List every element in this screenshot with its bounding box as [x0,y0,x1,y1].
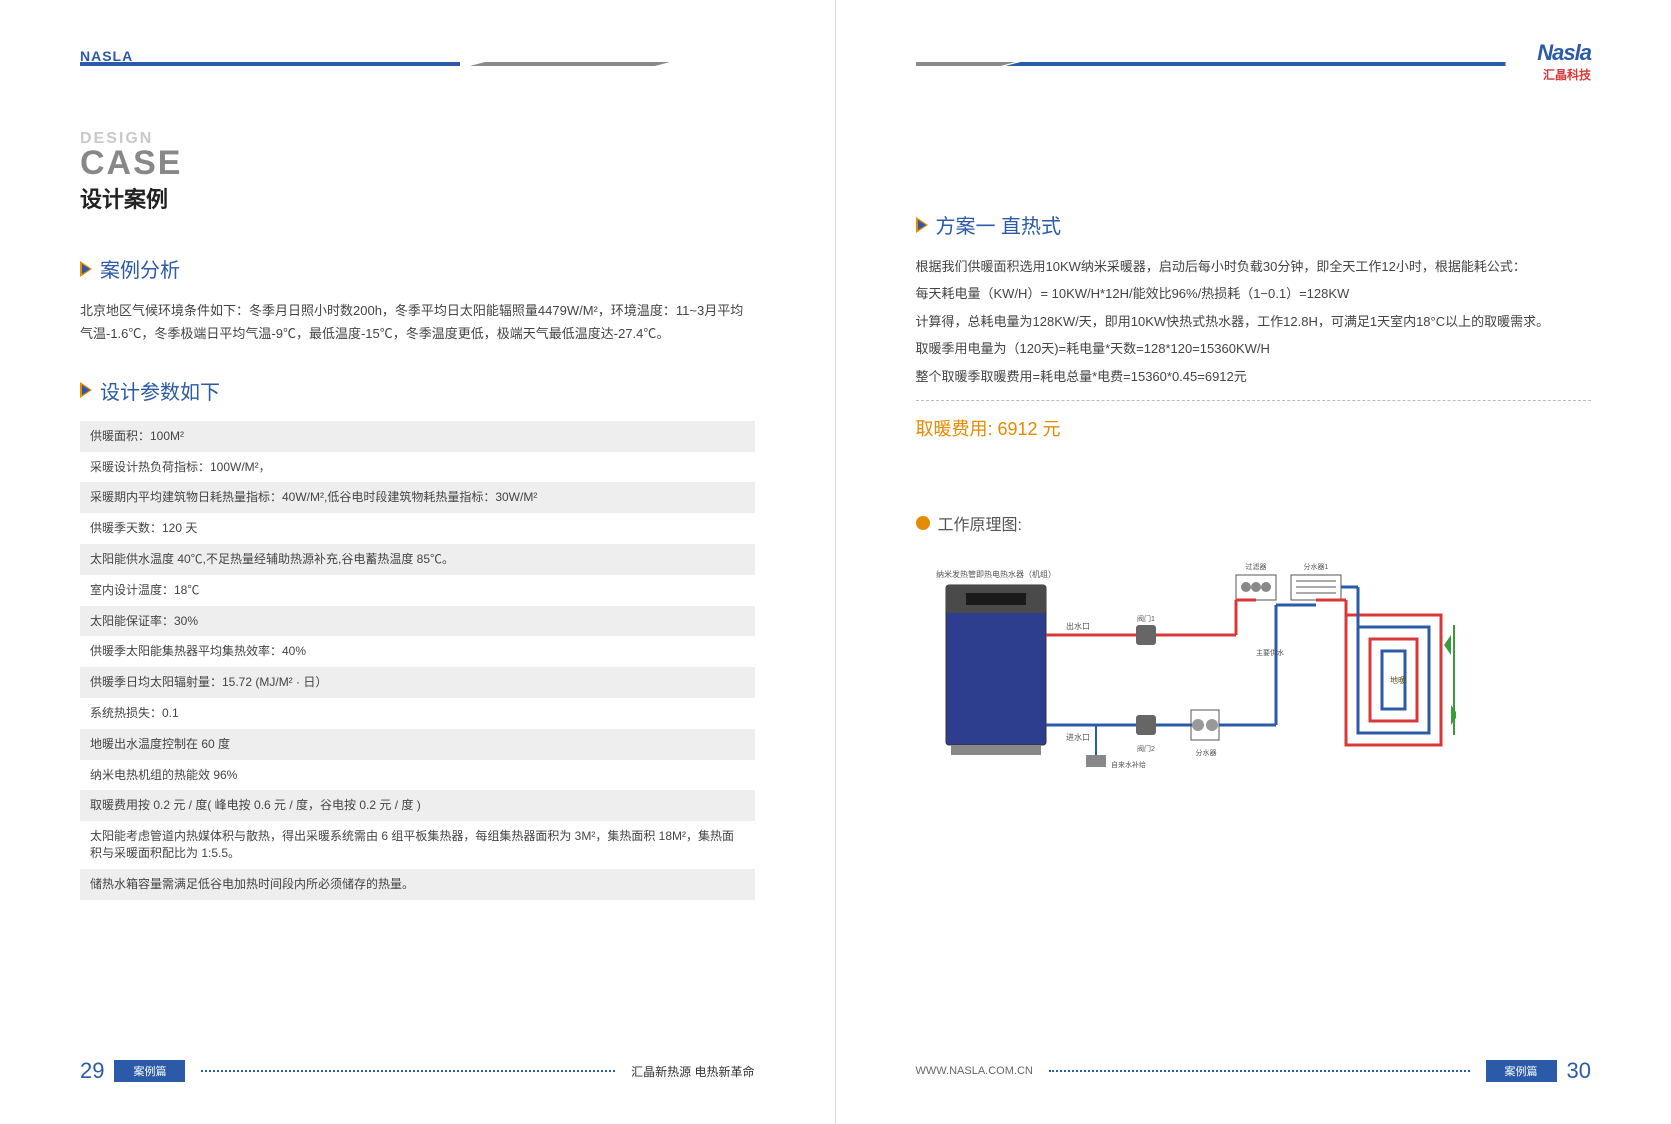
device-label: 纳米发热管即热电热水器（机组） [936,569,1056,579]
footer-left: 29 案例篇 汇晶新热源 电热新革命 [80,1058,755,1084]
param-row: 系统热损失：0.1 [80,698,755,729]
svg-text:分水器: 分水器 [1195,748,1216,757]
param-row: 供暖面积：100M² [80,421,755,452]
analysis-para: 北京地区气候环境条件如下：冬季月日照小时数200h，冬季平均日太阳能辐照量447… [80,299,755,346]
dashed-separator [916,400,1592,401]
title-case: CASE [80,146,755,180]
param-row: 取暖费用按 0.2 元 / 度( 峰电按 0.6 元 / 度，谷电按 0.2 元… [80,790,755,821]
footer-dots [201,1070,615,1072]
brand-sub: 汇晶科技 [1537,66,1591,83]
param-row: 供暖季日均太阳辐射量：15.72 (MJ/M² · 日） [80,667,755,698]
plan-para: 取暖季用电量为（120天)=耗电量*天数=128*120=15360KW/H [916,337,1592,360]
working-principle-diagram: 纳米发热管即热电热水器（机组） 出水口 进水口 自来水补给 阀门1 阀门2 [936,555,1456,775]
param-row: 地暖出水温度控制在 60 度 [80,729,755,760]
header-rule-blue [1006,62,1506,66]
page-number: 30 [1567,1058,1591,1084]
param-row: 储热水箱容量需满足低谷电加热时间段内所必须储存的热量。 [80,869,755,900]
param-row: 供暖季太阳能集热器平均集热效率：40% [80,636,755,667]
triangle-icon [916,217,928,233]
param-list: 供暖面积：100M²采暖设计热负荷指标：100W/M²，采暖期内平均建筑物日耗热… [80,421,755,900]
section-params: 设计参数如下 [80,376,755,405]
footer-tag-text: 案例篇 [1505,1066,1538,1078]
param-row: 太阳能保证率：30% [80,606,755,637]
footer-tag-text: 案例篇 [133,1066,166,1078]
title-cn: 设计案例 [80,182,755,214]
param-row: 采暖期内平均建筑物日耗热量指标：40W/M²,低谷电时段建筑物耗热量指标：30W… [80,482,755,513]
footer-url: WWW.NASLA.COM.CN [916,1065,1033,1077]
svg-text:过滤器: 过滤器 [1245,562,1266,571]
param-row: 室内设计温度：18℃ [80,575,755,606]
plan-para: 每天耗电量（KW/H）= 10KW/H*12H/能效比96%/热损耗（1−0.1… [916,282,1592,305]
section-h-text: 设计参数如下 [100,376,220,405]
page-29: NASLA DESIGN CASE 设计案例 案例分析 北京地区气候环境条件如下… [0,0,836,1124]
plan-para: 根据我们供暖面积选用10KW纳米采暖器，启动后每小时负载30分钟，即全天工作12… [916,255,1592,278]
diagram-heading: 工作原理图: [916,511,1592,535]
brand-logo-block: Nasla 汇晶科技 [1537,40,1591,83]
header-rule-gray [916,62,1016,66]
hot-out-label: 出水口 [1066,621,1090,631]
param-row: 太阳能供水温度 40℃,不足热量经辅助热源补充,谷电蓄热温度 85℃。 [80,544,755,575]
section-h-text: 方案一 直热式 [936,210,1062,239]
section-h-text: 案例分析 [100,254,180,283]
footer-tag: 案例篇 [114,1060,185,1082]
footer-dots [1049,1070,1470,1072]
title-block: DESIGN CASE 设计案例 [80,130,755,214]
page-number: 29 [80,1058,104,1084]
footer-tag: 案例篇 [1486,1060,1557,1082]
section-case-analysis: 案例分析 [80,254,755,283]
dot-icon [916,516,930,530]
param-row: 供暖季天数：120 天 [80,513,755,544]
svg-text:阀门1: 阀门1 [1137,614,1155,623]
plan-para: 计算得，总耗电量为128KW/天，即用10KW快热式热水器，工作12.8H，可满… [916,310,1592,333]
header-rule-gray [470,62,670,66]
triangle-icon [80,261,92,277]
diagram-h-text: 工作原理图: [938,511,1022,535]
triangle-icon [80,382,92,398]
footer-slogan: 汇晶新热源 电热新革命 [631,1063,754,1080]
header-rule-blue [80,62,460,66]
plan-paragraphs: 根据我们供暖面积选用10KW纳米采暖器，启动后每小时负载30分钟，即全天工作12… [916,255,1592,388]
brochure-spread: NASLA DESIGN CASE 设计案例 案例分析 北京地区气候环境条件如下… [0,0,1671,1124]
param-row: 纳米电热机组的热能效 96% [80,760,755,791]
param-row: 采暖设计热负荷指标：100W/M²， [80,452,755,483]
svg-text:地暖: 地暖 [1390,675,1406,685]
svg-text:主要供水: 主要供水 [1256,648,1284,657]
page-30: Nasla 汇晶科技 方案一 直热式 根据我们供暖面积选用10KW纳米采暖器，启… [836,0,1671,1124]
supply-label: 自来水补给 [1111,760,1146,769]
svg-text:阀门2: 阀门2 [1137,744,1155,753]
footer-right: WWW.NASLA.COM.CN 案例篇 30 [916,1058,1592,1084]
cost-line: 取暖费用: 6912 元 [916,415,1592,441]
plan-para: 整个取暖季取暖费用=耗电总量*电费=15360*0.45=6912元 [916,365,1592,388]
param-row: 太阳能考虑管道内热媒体积与散热，得出采暖系统需由 6 组平板集热器，每组集热器面… [80,821,755,869]
brand-logo: Nasla [1537,40,1591,66]
section-plan1: 方案一 直热式 [916,210,1592,239]
svg-text:分水器1: 分水器1 [1303,562,1328,571]
cold-in-label: 进水口 [1066,732,1090,742]
